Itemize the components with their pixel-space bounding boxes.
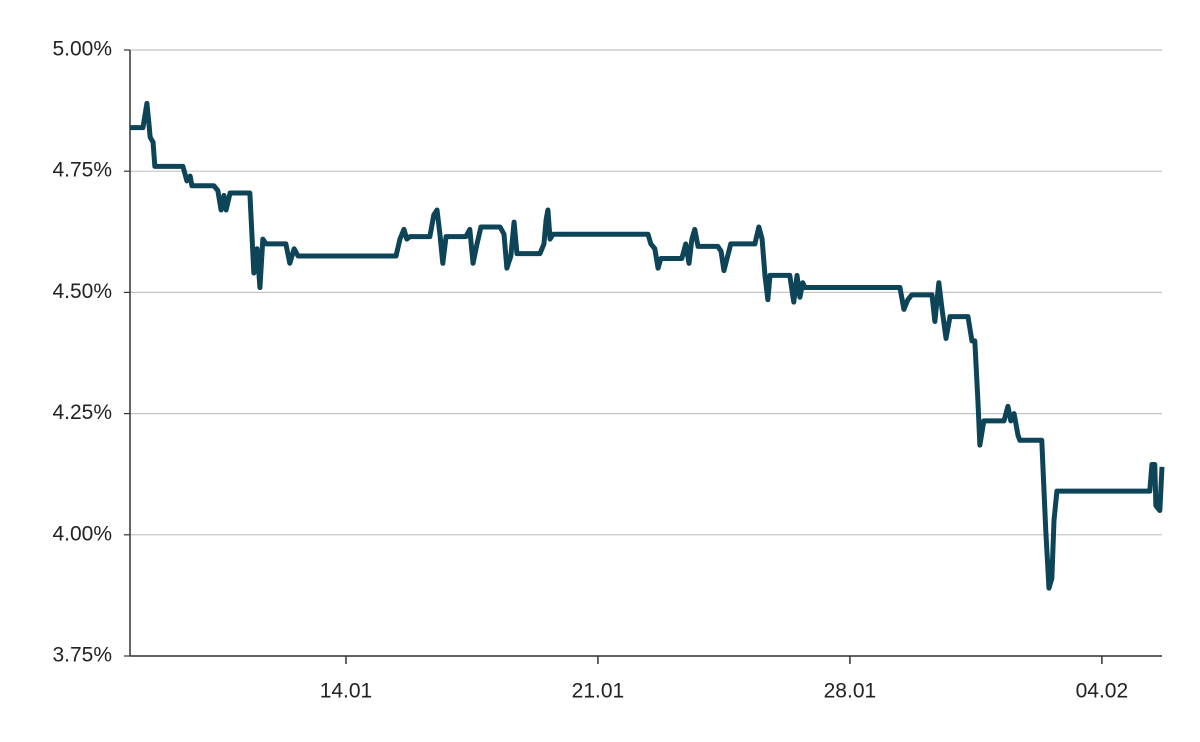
y-tick-label: 4.25% [52,401,112,424]
y-tick-label: 4.00% [52,522,112,545]
y-tick-label: 3.75% [52,644,112,667]
y-tick-label: 5.00% [52,38,112,61]
y-tick-label: 4.50% [52,280,112,303]
x-tick-label: 04.02 [1076,680,1129,703]
x-tick-label: 21.01 [572,680,625,703]
y-tick-label: 4.75% [52,159,112,182]
line [130,100,1165,591]
x-tick-label: 28.01 [824,680,877,703]
x-tick-label: 14.01 [320,680,373,703]
